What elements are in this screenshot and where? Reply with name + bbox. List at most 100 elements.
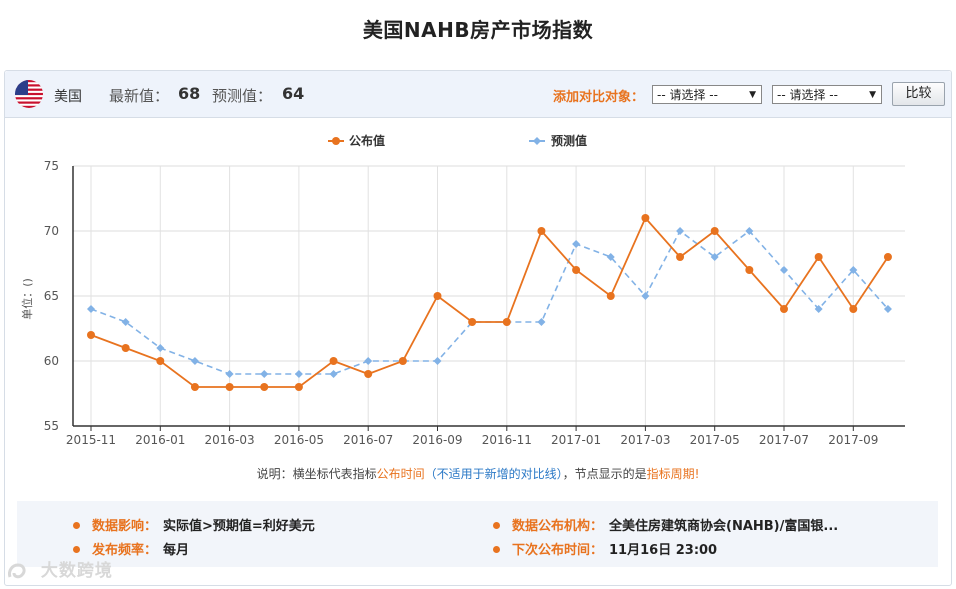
actual-point (814, 253, 823, 261)
x-tick-label: 2016-03 (205, 433, 255, 447)
us-flag-icon (15, 80, 43, 108)
forecast-point (364, 357, 373, 365)
x-tick-label: 2016-01 (135, 433, 185, 447)
x-tick-label: 2016-07 (343, 433, 393, 447)
chart-series (87, 214, 892, 391)
forecast-series-line (90, 229, 889, 375)
impact-label: 数据影响： (92, 519, 158, 534)
x-axis-ticks: 2015-11 2016-01 2016-03 2016-05 2016-07 2016-… (66, 426, 878, 447)
forecast-point (537, 318, 546, 326)
actual-point (676, 253, 685, 261)
frequency-label: 发布频率： (92, 543, 158, 558)
forecast-point (433, 357, 442, 365)
frequency-value: 每月 (163, 543, 190, 558)
actual-point (780, 305, 788, 313)
latest-value: 68 (178, 84, 201, 103)
forecast-value: 64 (282, 84, 305, 103)
forecast-point (260, 370, 269, 378)
x-tick-label: 2016-11 (482, 433, 532, 447)
forecast-point (156, 344, 165, 352)
actual-point (572, 266, 581, 274)
watermark: 大数跨境 (6, 556, 113, 581)
forecast-value-label: 预测值： (212, 87, 273, 105)
compare-button[interactable]: 比较 (892, 82, 945, 106)
forecast-point (641, 292, 650, 300)
forecast-point (849, 266, 858, 274)
latest-value-label: 最新值： (109, 87, 170, 105)
x-tick-label: 2016-05 (274, 433, 324, 447)
watermark-text: 大数跨境 (40, 561, 113, 581)
actual-series-line (90, 216, 889, 388)
legend-label-actual: 公布值 (349, 133, 385, 148)
bullet-icon (73, 546, 80, 553)
dropdown-arrow-icon: ▼ (869, 90, 876, 100)
x-tick-label: 2015-11 (66, 433, 116, 447)
x-tick-label: 2017-09 (828, 433, 878, 447)
actual-point (537, 227, 546, 235)
forecast-point (190, 357, 199, 365)
page-title: 美国NAHB房产市场指数 (362, 18, 594, 42)
compare-select-1-value: -- 请选择 -- (657, 88, 718, 102)
compare-select-1[interactable]: -- 请选择 -- ▼ (652, 85, 762, 104)
note-text-1: 说明：横坐标代表指标 (256, 467, 377, 481)
forecast-point (572, 240, 581, 248)
x-tick-label: 2017-07 (759, 433, 809, 447)
note-text-5: 指标周期! (646, 467, 700, 481)
forecast-point (883, 305, 892, 313)
actual-point (745, 266, 754, 274)
actual-point (398, 357, 407, 365)
organization-value: 全美住房建筑商协会(NAHB)/富国银... (609, 519, 839, 534)
watermark-logo-icon (8, 563, 26, 579)
forecast-point (814, 305, 823, 313)
actual-point (190, 383, 199, 391)
note-text-2: 公布时间 (376, 467, 425, 481)
y-axis-ticks: 55 60 65 70 75 (44, 159, 59, 433)
forecast-point (780, 266, 788, 274)
actual-point (329, 357, 338, 365)
x-tick-label: 2016-09 (412, 433, 462, 447)
forecast-point (745, 227, 754, 235)
actual-point (225, 383, 234, 391)
next-release-label: 下次公布时间： (512, 543, 604, 558)
actual-point (294, 383, 303, 391)
impact-value: 实际值>预期值=利好美元 (163, 519, 315, 534)
y-tick-label: 60 (44, 354, 59, 368)
actual-point (87, 331, 95, 339)
dropdown-arrow-icon: ▼ (749, 90, 756, 100)
add-compare-label: 添加对比对象： (553, 90, 645, 105)
actual-point (468, 318, 477, 326)
forecast-point (710, 253, 719, 261)
indicator-panel: 美国 最新值： 68 预测值： 64 添加对比对象： -- 请选择 -- ▼ -… (4, 70, 952, 586)
actual-point (641, 214, 650, 222)
legend-item-actual[interactable]: 公布值 (328, 133, 385, 148)
note-text-4: ，节点显示的是 (562, 467, 647, 481)
organization-label: 数据公布机构： (512, 519, 604, 534)
info-frequency: 发布频率： 每月 (73, 539, 189, 558)
chart-legend: 公布值 预测值 (328, 133, 587, 148)
actual-point (849, 305, 858, 313)
actual-point (433, 292, 442, 300)
actual-point (883, 253, 892, 261)
info-box: 数据影响： 实际值>预期值=利好美元 发布频率： 每月 数据公布机构： 全美住房建筑商… (17, 501, 938, 567)
actual-point (364, 370, 373, 378)
actual-point (260, 383, 269, 391)
bullet-icon (73, 522, 80, 529)
info-next-release: 下次公布时间： 11月16日 23:00 (493, 539, 717, 558)
actual-point (606, 292, 615, 300)
chart-note: 说明：横坐标代表指标公布时间（不适用于新增的对比线），节点显示的是指标周期! (5, 465, 951, 482)
bullet-icon (493, 546, 500, 553)
compare-select-2[interactable]: -- 请选择 -- ▼ (772, 85, 882, 104)
actual-point (502, 318, 511, 326)
actual-point (121, 344, 130, 352)
next-release-value: 11月16日 23:00 (609, 543, 718, 558)
legend-label-forecast: 预测值 (551, 133, 587, 148)
legend-item-forecast[interactable]: 预测值 (529, 133, 587, 148)
forecast-point (329, 370, 338, 378)
panel-header: 美国 最新值： 68 预测值： 64 添加对比对象： -- 请选择 -- ▼ -… (5, 71, 951, 118)
info-organization: 数据公布机构： 全美住房建筑商协会(NAHB)/富国银... (493, 515, 838, 534)
y-tick-label: 55 (44, 419, 59, 433)
bullet-icon (493, 522, 500, 529)
actual-point (156, 357, 165, 365)
forecast-point (676, 227, 685, 235)
